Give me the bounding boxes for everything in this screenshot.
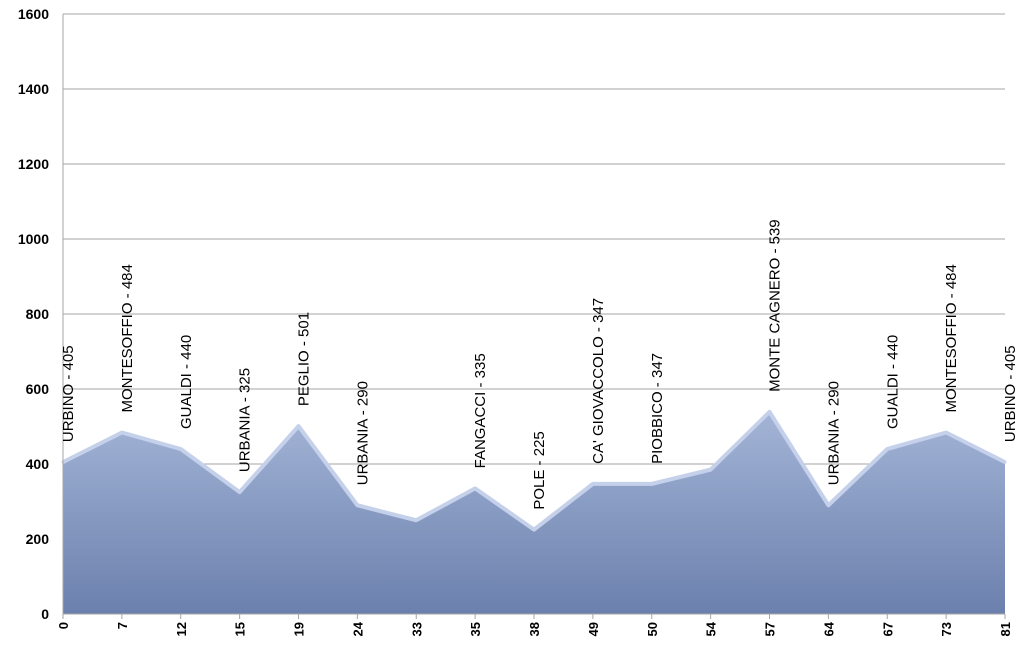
- elevation-point: [1003, 460, 1007, 464]
- x-tick-label: 64: [821, 621, 836, 636]
- point-label: PEGLIO - 501: [296, 312, 313, 406]
- point-label: URBANIA - 290: [354, 381, 371, 485]
- x-tick-label: 49: [586, 622, 601, 636]
- elevation-point: [885, 447, 889, 451]
- x-tick-label: 50: [645, 622, 660, 636]
- x-tick-label: 81: [998, 622, 1013, 636]
- y-tick-label: 0: [41, 606, 49, 622]
- elevation-point: [709, 468, 713, 472]
- x-tick-label: 57: [763, 622, 778, 636]
- elevation-point: [120, 431, 124, 434]
- point-label: PIOBBICO - 347: [649, 353, 666, 464]
- y-tick-label: 1200: [18, 156, 49, 172]
- point-label: MONTESOFFIO - 484: [943, 264, 960, 412]
- y-tick-label: 800: [26, 306, 50, 322]
- point-label: CA' GIOVACCOLO - 347: [590, 298, 607, 464]
- x-tick-label: 15: [233, 622, 248, 636]
- elevation-point: [355, 503, 359, 507]
- point-label: MONTE CAGNERO - 539: [767, 219, 784, 392]
- elevation-area: [61, 409, 1007, 614]
- x-tick-label: 7: [115, 622, 130, 629]
- x-tick-label: 54: [704, 621, 719, 636]
- elevation-point: [297, 424, 300, 428]
- x-tick-label: 73: [939, 622, 954, 636]
- elevation-point: [591, 482, 595, 486]
- y-tick-label: 1000: [18, 231, 49, 247]
- elevation-point: [532, 528, 536, 532]
- point-label: MONTESOFFIO - 484: [119, 264, 136, 412]
- x-tick-label: 67: [880, 622, 895, 636]
- elevation-point: [238, 490, 242, 494]
- y-tick-labels: 0 200 400 600 800 1000 1200 1400 1600: [18, 6, 49, 622]
- elevation-fill: [63, 411, 1005, 614]
- point-label: URBANIA - 325: [237, 368, 254, 472]
- x-tick-label: 19: [292, 622, 307, 636]
- x-tick-label: 35: [468, 622, 483, 636]
- x-tick-label: 0: [56, 622, 71, 629]
- elevation-point: [414, 518, 418, 522]
- x-tick-label: 12: [174, 622, 189, 636]
- y-tick-label: 200: [26, 531, 50, 547]
- x-tick-label: 38: [527, 622, 542, 636]
- elevation-point: [179, 447, 183, 451]
- point-label: GUALDI - 440: [178, 335, 195, 429]
- elevation-point: [826, 503, 830, 507]
- point-label: URBINO - 405: [1002, 345, 1019, 442]
- point-label: GUALDI - 440: [884, 335, 901, 429]
- elevation-point: [473, 486, 477, 490]
- gridlines: [63, 13, 1005, 540]
- y-tick-label: 400: [26, 456, 50, 472]
- x-tick-label: 24: [350, 621, 365, 636]
- elevation-point: [650, 482, 654, 486]
- point-label: POLE - 225: [531, 431, 548, 509]
- point-label: URBANIA - 290: [825, 381, 842, 485]
- point-label: FANGACCI - 335: [472, 353, 489, 468]
- x-tick-label: 33: [409, 622, 424, 636]
- y-tick-label: 1600: [18, 6, 49, 22]
- y-tick-label: 1400: [18, 81, 49, 97]
- y-tick-label: 600: [26, 381, 50, 397]
- elevation-point: [768, 410, 771, 414]
- elevation-point: [944, 431, 948, 434]
- point-labels: URBINO - 405 MONTESOFFIO - 484 GUALDI - 44…: [60, 219, 1019, 509]
- x-tick-labels: 0 7 12 15 19 24 33 35 38 49 50 54 57 64 67 73 81: [56, 614, 1013, 636]
- point-label: URBINO - 405: [60, 345, 77, 442]
